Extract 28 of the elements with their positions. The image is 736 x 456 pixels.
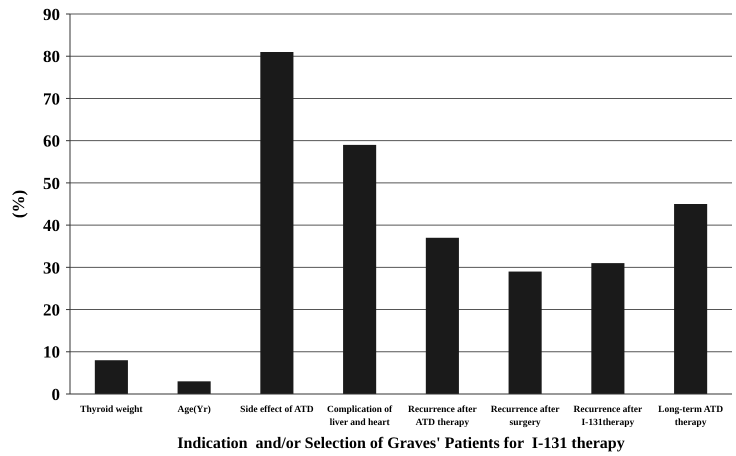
y-tick-label: 70 (43, 89, 60, 108)
bar (178, 381, 211, 394)
y-axis-title: (%) (9, 190, 28, 218)
y-tick-label: 30 (43, 258, 60, 278)
y-tick-label: 40 (43, 216, 60, 236)
y-tick-label: 20 (43, 300, 60, 320)
bar (94, 360, 128, 394)
x-tick-label: Age(Yr) (178, 405, 211, 415)
bar (260, 52, 294, 394)
y-tick-label: 90 (43, 4, 60, 24)
y-tick-label: 0 (52, 384, 60, 404)
y-tick-label: 80 (43, 47, 60, 66)
bar (426, 238, 459, 394)
x-tick-label: Recurrence after ATD therapy (408, 405, 478, 428)
x-tick-label: Thyroid weight (80, 405, 144, 415)
x-tick-label: Recurrence after surgery (490, 405, 560, 428)
y-tick-label: 10 (43, 342, 60, 362)
bar (674, 204, 708, 394)
y-tick-label: 60 (43, 132, 60, 151)
bar (508, 272, 542, 394)
x-tick-label: Recurrence after I-131therapy (574, 405, 643, 428)
x-tick-label: Complication of liver and heart (327, 405, 394, 428)
x-tick-label: Side effect of ATD (240, 405, 314, 415)
bar (591, 263, 624, 394)
x-tick-label: Long-term ATD therapy (658, 405, 724, 428)
bar (343, 144, 376, 394)
x-axis-title: Indication and/or Selection of Graves' Patients for I-131 therapy (177, 435, 625, 452)
y-tick-label: 50 (43, 174, 60, 193)
